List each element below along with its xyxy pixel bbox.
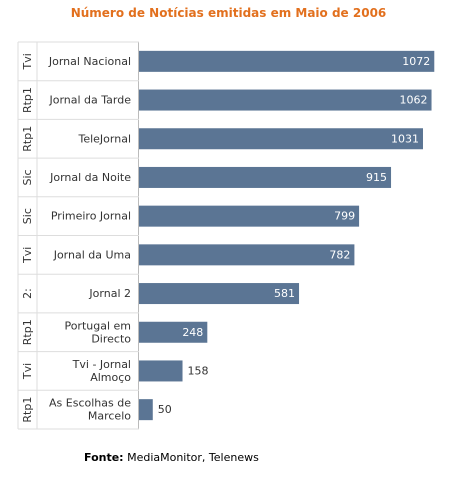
group-label: Rtp1: [21, 126, 34, 152]
value-label: 158: [188, 364, 209, 377]
bar: [139, 244, 355, 266]
group-label: Tvi: [21, 247, 34, 264]
category-label: As Escolhas de: [49, 397, 131, 410]
value-label: 248: [182, 326, 203, 339]
bar: [139, 205, 360, 227]
category-label: Portugal em: [64, 319, 131, 332]
category-label: Almoço: [90, 371, 131, 384]
bar: [139, 283, 300, 305]
group-label: Sic: [21, 208, 34, 224]
bar: [139, 50, 435, 72]
group-label: Tvi: [21, 53, 34, 70]
group-label: Rtp1: [21, 87, 34, 113]
category-label: Directo: [91, 332, 131, 345]
category-label: Primeiro Jornal: [51, 210, 131, 223]
source-text: MediaMonitor, Telenews: [127, 451, 259, 464]
group-label: Rtp1: [21, 397, 34, 423]
group-label: 2:: [21, 288, 34, 299]
category-label: TeleJornal: [77, 132, 131, 145]
bar: [139, 128, 423, 150]
category-label: Jornal Nacional: [48, 55, 131, 68]
category-label: Tvi - Jornal: [72, 358, 131, 371]
bar: [139, 360, 183, 382]
group-label: Rtp1: [21, 319, 34, 345]
bar: [139, 166, 392, 188]
bar: [139, 399, 153, 421]
chart-title: Número de Notícias emitidas em Maio de 2…: [70, 6, 387, 20]
category-label: Marcelo: [88, 410, 131, 423]
value-label: 50: [158, 403, 172, 416]
value-label: 1031: [391, 132, 419, 145]
group-label: Tvi: [21, 363, 34, 380]
bar: [139, 89, 432, 111]
value-label: 782: [329, 248, 350, 261]
category-label: Jornal da Noite: [49, 171, 131, 184]
bar: [139, 321, 208, 343]
group-label: Sic: [21, 169, 34, 185]
source-label: Fonte:: [84, 451, 124, 464]
value-label: 799: [334, 210, 355, 223]
value-label: 1072: [402, 55, 430, 68]
value-label: 1062: [400, 94, 428, 107]
category-label: Jornal da Tarde: [48, 94, 131, 107]
source-line: Fonte: MediaMonitor, Telenews: [84, 451, 259, 464]
category-label: Jornal 2: [88, 287, 131, 300]
value-label: 915: [366, 171, 387, 184]
value-label: 581: [274, 287, 295, 300]
category-label: Jornal da Uma: [53, 248, 131, 261]
